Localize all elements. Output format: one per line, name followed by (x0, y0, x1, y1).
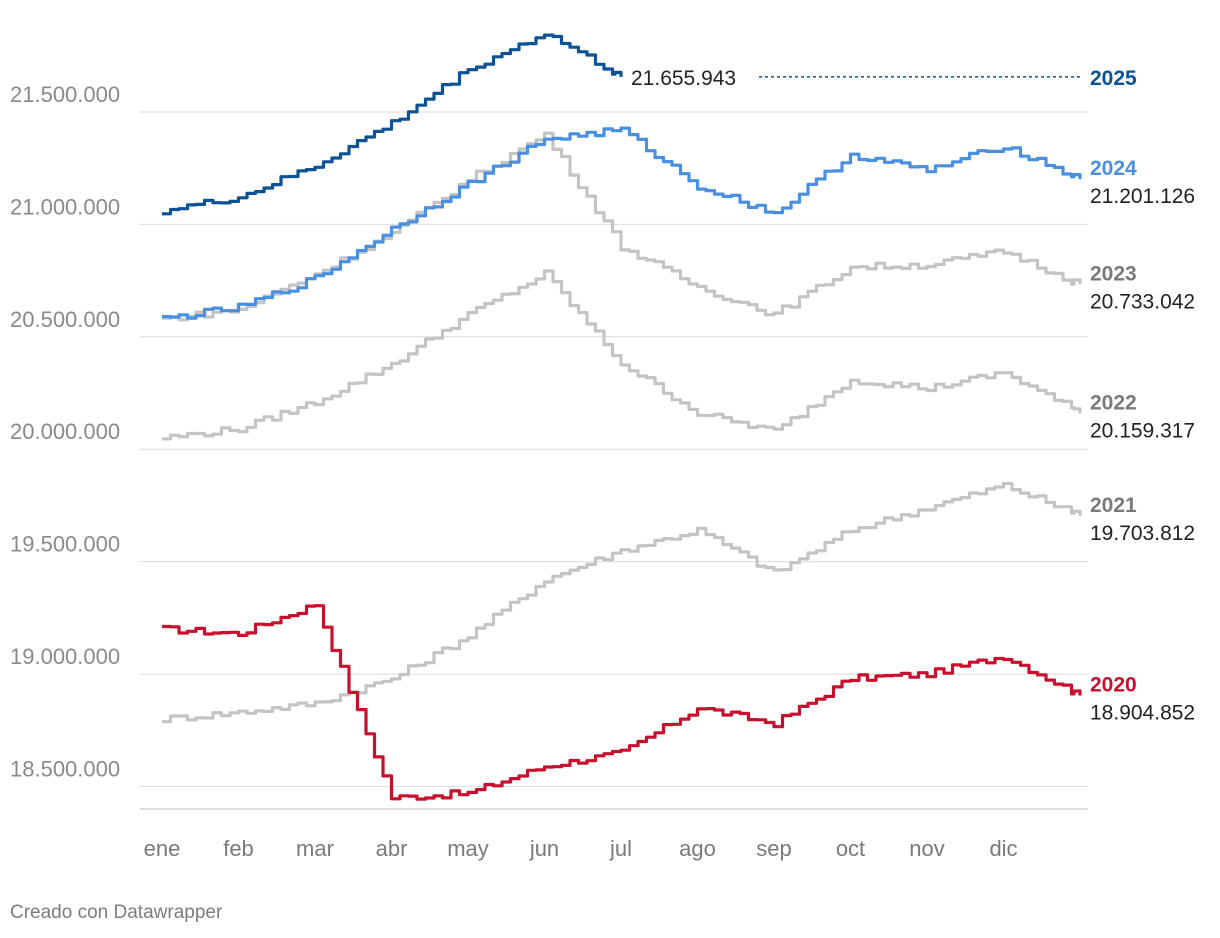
x-tick-label: ene (144, 836, 181, 861)
gridlines (140, 111, 1088, 810)
series-line-2020 (162, 604, 1082, 801)
y-tick-label: 21.500.000 (10, 82, 120, 107)
y-tick-label: 21.000.000 (10, 194, 120, 219)
end-value-label-2020: 18.904.852 (1090, 701, 1195, 724)
series-lines (162, 33, 1082, 801)
x-tick-label: feb (223, 836, 254, 861)
x-tick-label: dic (989, 836, 1017, 861)
end-value-label-2022: 20.159.317 (1090, 419, 1195, 442)
y-axis: 18.500.000 19.000.000 19.500.000 20.000.000… (10, 82, 120, 782)
end-value-label-2024: 21.201.126 (1090, 185, 1195, 208)
x-tick-label: mar (296, 836, 334, 861)
x-axis: ene feb mar abr may jun jul ago sep oct nov dic (144, 836, 1018, 861)
x-tick-label: nov (909, 836, 944, 861)
y-tick-label: 19.500.000 (10, 532, 120, 557)
series-line-2021 (162, 481, 1082, 724)
series-line-2022 (162, 269, 1082, 441)
x-tick-label: jun (529, 836, 559, 861)
end-value-label-2023: 20.733.042 (1090, 290, 1195, 313)
series-name-label-2020: 2020 (1090, 673, 1137, 696)
end-value-label-2025: 21.655.943 (631, 67, 736, 90)
y-tick-label: 18.500.000 (10, 757, 120, 782)
x-tick-label: abr (376, 836, 408, 861)
series-line-2023 (162, 131, 1082, 322)
x-tick-label: ago (679, 836, 716, 861)
series-line-2024 (162, 126, 1082, 320)
series-labels: 2020 18.904.852 2021 19.703.812 2022 20.159.3… (631, 67, 1195, 725)
series-name-label-2024: 2024 (1090, 157, 1137, 180)
end-value-label-2021: 19.703.812 (1090, 522, 1195, 545)
x-tick-label: jul (609, 836, 632, 861)
credit-text: Creado con Datawrapper (10, 902, 223, 923)
series-name-label-2023: 2023 (1090, 262, 1137, 285)
y-tick-label: 20.000.000 (10, 419, 120, 444)
x-tick-label: oct (836, 836, 865, 861)
y-tick-label: 19.000.000 (10, 644, 120, 669)
x-tick-label: may (447, 836, 489, 861)
series-name-label-2022: 2022 (1090, 391, 1137, 414)
series-line-2025 (162, 33, 623, 216)
series-name-label-2021: 2021 (1090, 494, 1137, 517)
series-name-label-2025: 2025 (1090, 67, 1137, 90)
x-tick-label: sep (756, 836, 791, 861)
y-tick-label: 20.500.000 (10, 307, 120, 332)
